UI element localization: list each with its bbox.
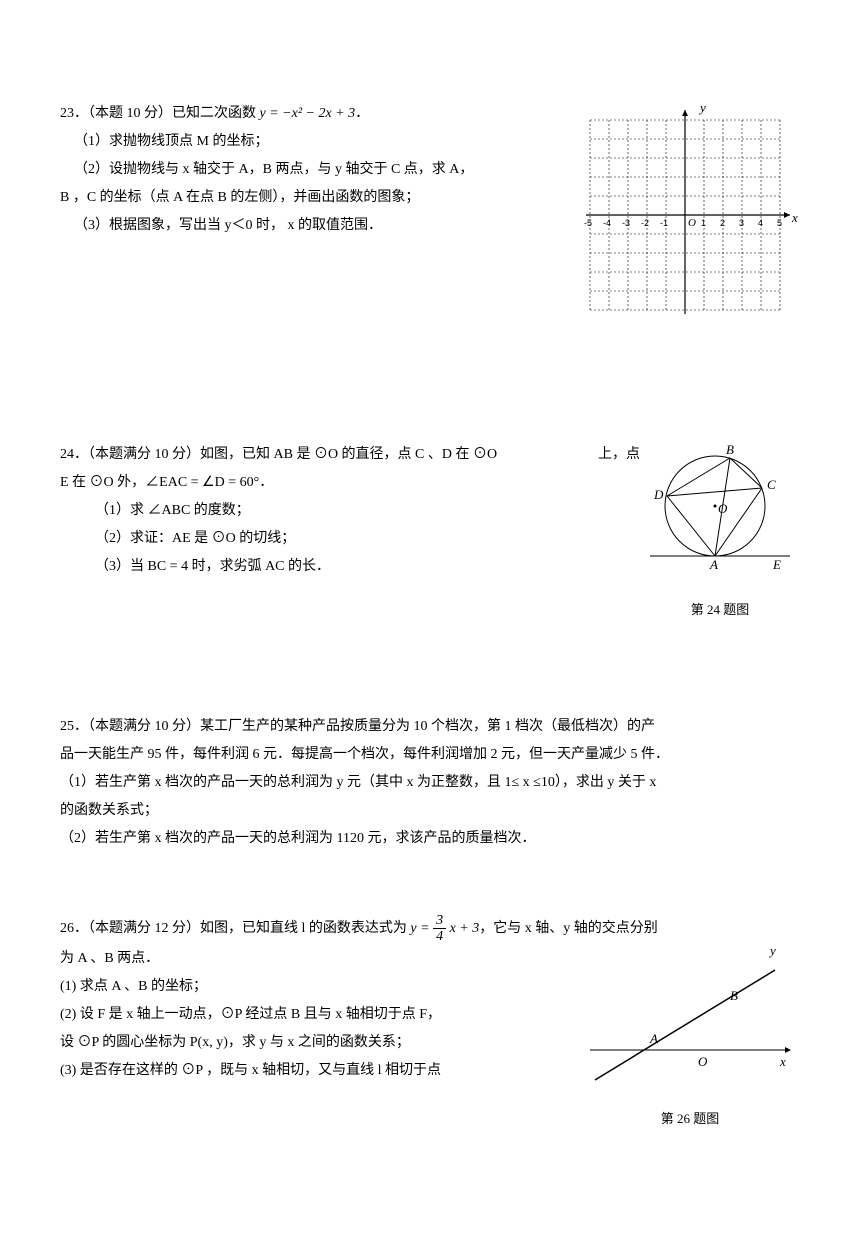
label-x-26: x — [779, 1054, 786, 1069]
label-A-26: A — [649, 1031, 658, 1046]
label-A: A — [709, 557, 718, 572]
svg-text:-4: -4 — [603, 218, 611, 228]
label-O: O — [718, 501, 728, 516]
svg-text:4: 4 — [758, 218, 763, 228]
problem-25-l3: （1）若生产第 x 档次的产品一天的总利润为 y 元（其中 x 为正整数，且 1… — [60, 769, 800, 797]
svg-text:1: 1 — [701, 218, 706, 228]
fraction: 34 — [433, 913, 446, 945]
label-D: D — [653, 487, 664, 502]
label-O-26: O — [698, 1054, 708, 1069]
figure-26-caption: 第 26 题图 — [580, 1106, 800, 1132]
problem-25-l5: （2）若生产第 x 档次的产品一天的总利润为 1120 元，求该产品的质量档次． — [60, 825, 800, 853]
line-diagram: A B O x y — [580, 940, 800, 1090]
problem-25-l2: 品一天能生产 95 件，每件利润 6 元．每提高一个档次，每件利润增加 2 元，… — [60, 741, 800, 769]
label-B-26: B — [730, 988, 738, 1003]
problem-24: A B C D E O 第 24 题图 24．（本题满分 10 分）如图，已知 … — [60, 441, 800, 623]
figure-24-caption: 第 24 题图 — [640, 597, 800, 623]
svg-text:O: O — [688, 217, 696, 229]
line-figure: A B O x y 第 26 题图 — [580, 940, 800, 1132]
circle-figure: A B C D E O 第 24 题图 — [640, 441, 800, 623]
label-B: B — [726, 442, 734, 457]
problem-25-l1: 25．（本题满分 10 分）某工厂生产的某种产品按质量分为 10 个档次，第 1… — [60, 713, 800, 741]
y-axis-label: y — [698, 100, 706, 115]
svg-text:-3: -3 — [622, 218, 630, 228]
label-y-26: y — [768, 943, 776, 958]
grid-figure: -5 -4 -3 -2 -1 1 2 3 4 5 O y x — [570, 100, 800, 341]
label-E: E — [772, 557, 781, 572]
label-C: C — [767, 477, 776, 492]
svg-text:-5: -5 — [584, 218, 592, 228]
svg-text:-2: -2 — [641, 218, 649, 228]
problem-26: 26．（本题满分 12 分）如图，已知直线 l 的函数表达式为 y = 34 x… — [60, 913, 800, 1132]
problem-23-header: 23．（本题 10 分）已知二次函数 — [60, 106, 260, 121]
svg-text:-1: -1 — [660, 218, 668, 228]
problem-25-l4: 的函数关系式； — [60, 797, 800, 825]
problem-23-equation: y = −x² − 2x + 3 — [260, 106, 356, 121]
svg-text:5: 5 — [777, 218, 782, 228]
svg-text:3: 3 — [739, 218, 744, 228]
problem-23: -5-4-3-2-112345O y x 23．（本题 10 分）已知二次函数 … — [60, 100, 800, 341]
svg-text:2: 2 — [720, 218, 725, 228]
circle-diagram: A B C D E O — [640, 441, 800, 581]
problem-25: 25．（本题满分 10 分）某工厂生产的某种产品按质量分为 10 个档次，第 1… — [60, 713, 800, 853]
x-axis-label: x — [791, 210, 798, 225]
coordinate-grid: -5 -4 -3 -2 -1 1 2 3 4 5 O y x — [570, 100, 800, 330]
